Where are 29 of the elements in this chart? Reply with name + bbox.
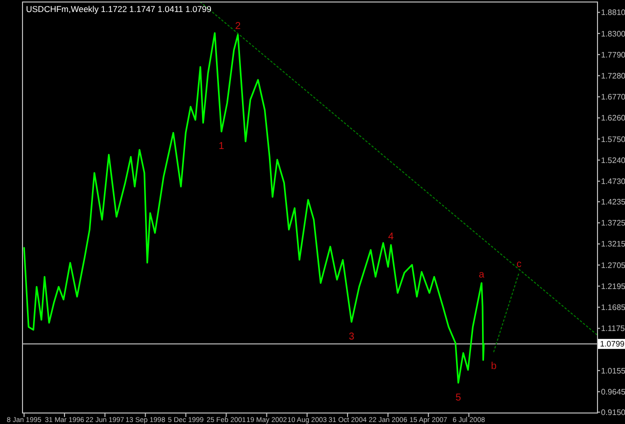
y-tick-label: 1.3725 [601,218,625,228]
annotation: 2 [235,21,242,32]
y-tick-label: 1.7790 [601,50,625,60]
y-tick-label: 0.9150 [601,408,625,417]
chart-title: USDCHFm,Weekly 1.1722 1.1747 1.0411 1.0799 [26,4,212,14]
y-tick-label: 1.1175 [601,324,625,334]
ref-line-label: 1.0799 [600,340,625,349]
annotation: 5 [456,392,462,404]
y-tick-label: 1.7280 [601,71,625,80]
y-tick-label: 1.8810 [601,8,625,18]
y-tick-label: 1.0155 [601,366,625,376]
y-tick-label: 1.1685 [601,303,625,312]
annotation: 1 [218,141,225,152]
y-tick-label: 1.6770 [601,92,625,102]
y-tick-label: 1.3215 [601,240,625,249]
y-tick-label: 1.8300 [601,29,625,38]
y-tick-label: 1.5750 [601,134,625,144]
y-tick-label: 1.4235 [601,198,625,207]
y-tick-label: 1.2705 [601,260,625,270]
y-tick-label: 1.4730 [601,177,625,186]
y-tick-label: 0.9645 [601,387,625,396]
y-tick-label: 1.5240 [601,156,625,165]
y-tick-label: 1.2195 [601,282,625,291]
annotation: 4 [388,231,394,242]
annotation: 3 [348,331,355,342]
annotation: a [478,270,485,281]
y-tick-label: 1.6260 [601,114,625,123]
annotation: b [490,361,497,372]
annotation: c [516,259,522,270]
